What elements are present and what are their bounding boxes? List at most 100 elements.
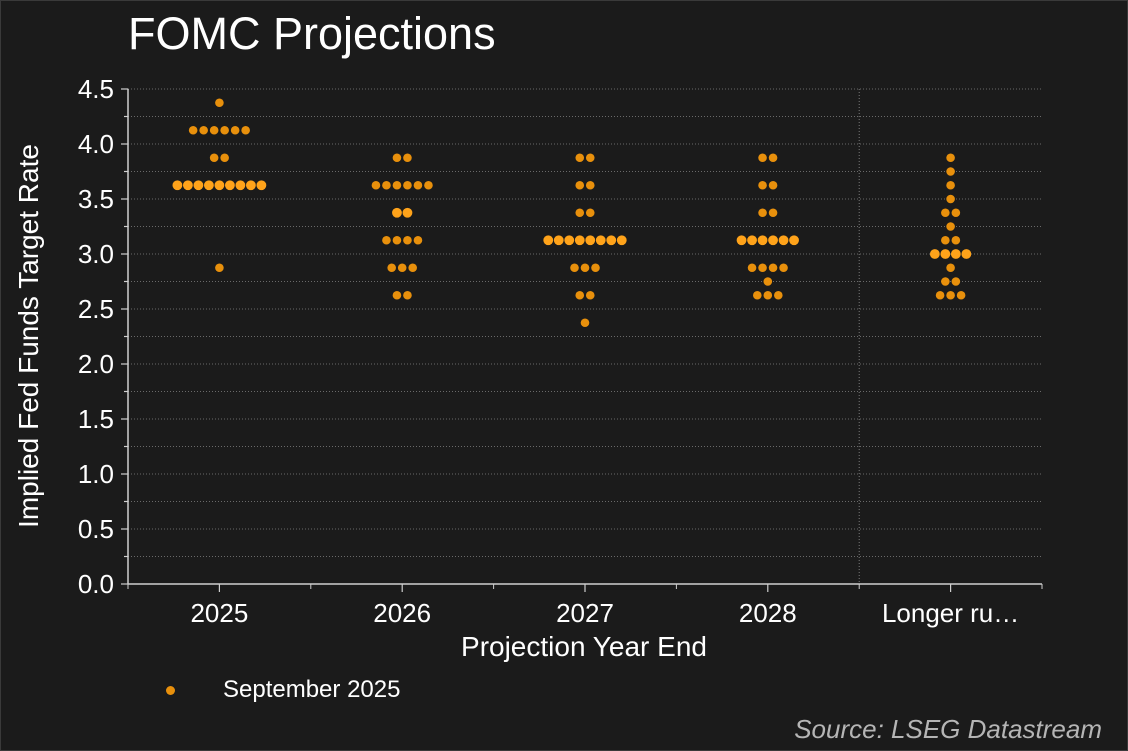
dot-point [758,208,767,218]
dot-point [570,263,579,273]
dot-point [585,235,596,246]
dot-point [768,208,778,218]
dot-point [575,208,585,218]
y-tick-label: 4.5 [78,74,114,104]
tick-labels: 0.0 0.5 1.0 1.5 2.0 2.5 3.0 3.5 4.0 4.5 2025 2026 20… [78,74,1019,628]
dot-point [209,125,219,135]
dot-point [585,208,595,218]
dot-point [595,235,606,246]
dot-point [768,153,778,163]
chart-title: FOMC Projections [128,8,496,59]
dot-point [935,290,945,300]
x-tick-label: Longer ru… [882,598,1019,628]
dot-point [591,263,600,273]
dot-point [209,153,219,163]
x-tick-label: 2025 [190,598,248,628]
dot-point [763,277,773,286]
dot-point [382,235,391,245]
dot-point [564,235,575,246]
y-tick-label: 4.0 [78,129,114,159]
dot-point [778,235,789,246]
dot-point [946,180,955,190]
y-tick-label: 2.0 [78,349,114,379]
dot-point [225,180,235,191]
dot-point [946,194,955,204]
dot-point [215,263,224,273]
dot-point [235,180,246,191]
dot-point [768,263,778,273]
grid-lines [128,88,1042,584]
dot-point [961,249,972,259]
dot-point [392,180,402,190]
dot-marks [172,98,972,328]
dot-point [371,180,381,190]
dot-point [403,290,412,300]
dot-point [580,263,590,273]
dot-point [246,180,256,191]
dot-point [220,125,229,135]
dot-point [382,180,391,190]
dot-point [763,290,773,300]
dot-point [215,98,224,108]
dot-point [585,180,595,190]
dot-point [199,125,208,135]
dot-point [392,235,402,245]
dot-point [402,207,413,218]
dot-point [214,180,225,191]
dot-point [172,180,183,191]
dot-point [392,290,402,300]
dot-point [940,249,951,259]
dot-point [789,235,799,246]
dot-point [188,125,198,135]
dot-point [946,153,955,163]
dot-point [575,290,585,300]
dot-point [580,318,590,328]
dot-point [183,180,193,191]
dot-point [575,180,585,190]
dot-point [941,235,950,245]
dot-point [543,235,554,246]
dot-point [230,125,240,135]
dot-point [408,263,418,273]
dot-point [403,153,412,163]
dot-point [779,263,788,273]
dot-point [946,222,955,231]
dot-point [204,180,214,191]
dot-point [193,180,204,191]
dot-point [575,153,585,163]
dot-point [256,180,267,191]
dot-point [606,235,617,246]
dot-point [753,290,762,300]
dot-point [403,235,412,245]
legend-marker [166,685,175,695]
dot-point [929,249,940,259]
dot-point [951,235,961,245]
dot-point [574,235,585,246]
dot-point [392,153,402,163]
dot-point [736,235,747,246]
legend-label: September 2025 [223,676,401,703]
dot-point [616,235,627,246]
x-tick-label: 2028 [739,598,797,628]
y-tick-label: 0.5 [78,514,114,544]
dot-point [941,208,950,218]
dot-point [758,263,767,273]
dot-point [413,235,423,245]
y-tick-label: 0.0 [78,569,114,599]
dot-point [553,235,564,246]
dot-point [951,277,961,286]
source-note: Source: LSEG Datastream [794,714,1102,744]
dot-point [951,208,961,218]
dot-point [220,153,229,163]
dot-point [747,235,757,246]
y-tick-label: 2.5 [78,294,114,324]
dot-point [956,290,966,300]
dot-point [768,180,778,190]
axes [121,88,1043,592]
x-axis-title: Projection Year End [461,631,707,662]
dot-point [387,263,397,273]
dot-point [950,249,961,259]
x-tick-label: 2026 [373,598,431,628]
dot-point [946,167,955,176]
